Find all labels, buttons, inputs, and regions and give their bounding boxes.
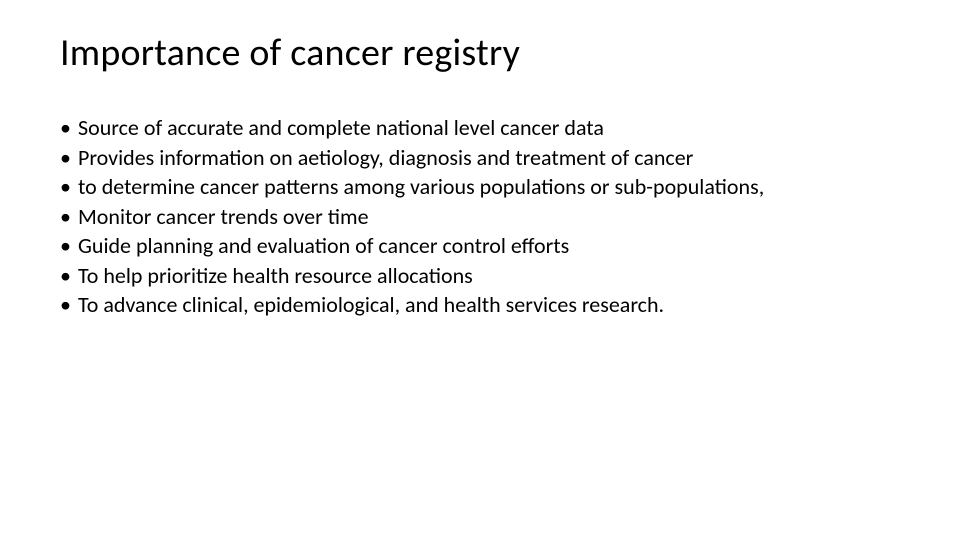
slide-title: Importance of cancer registry <box>60 30 900 76</box>
list-item: Source of accurate and complete national… <box>60 114 900 142</box>
list-item: To help prioritize health resource alloc… <box>60 262 900 290</box>
slide: Importance of cancer registry Source of … <box>0 0 960 540</box>
list-item: Guide planning and evaluation of cancer … <box>60 232 900 260</box>
list-item: Monitor cancer trends over time <box>60 203 900 231</box>
bullet-list: Source of accurate and complete national… <box>60 114 900 319</box>
list-item: to determine cancer patterns among vario… <box>60 173 900 201</box>
list-item: To advance clinical, epidemiological, an… <box>60 291 900 319</box>
list-item: Provides information on aetiology, diagn… <box>60 144 900 172</box>
